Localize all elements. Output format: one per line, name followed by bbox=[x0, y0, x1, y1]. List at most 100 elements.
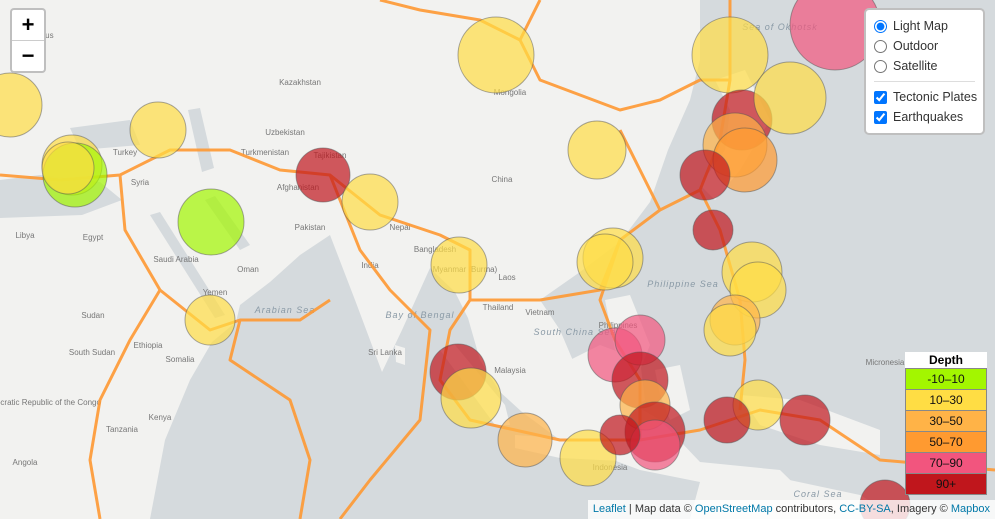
legend-item: 10–30 bbox=[905, 389, 987, 411]
place-label: Somalia bbox=[166, 355, 195, 364]
place-label: Egypt bbox=[83, 233, 104, 242]
legend-item: -10–10 bbox=[905, 368, 987, 390]
place-label: Democratic Republic of the Congo bbox=[0, 398, 101, 407]
place-label: Bangladesh bbox=[414, 245, 456, 254]
place-label: South China Sea bbox=[533, 327, 616, 337]
legend: Depth -10–10 10–30 30–50 50–70 70–90 90+ bbox=[905, 352, 987, 495]
earthquake-marker[interactable] bbox=[341, 173, 399, 231]
place-label: Vietnam bbox=[525, 308, 555, 317]
place-label: Uzbekistan bbox=[265, 128, 305, 137]
earthquake-marker[interactable] bbox=[295, 147, 351, 203]
legend-item: 70–90 bbox=[905, 452, 987, 474]
zoom-control: + − bbox=[10, 8, 46, 73]
earthquake-marker[interactable] bbox=[497, 412, 553, 468]
earthquake-marker[interactable] bbox=[177, 188, 245, 256]
place-label: South Sudan bbox=[69, 348, 115, 357]
license-link[interactable]: CC-BY-SA bbox=[839, 503, 891, 515]
attribution-text: contributors, bbox=[772, 503, 840, 515]
place-label: Libya bbox=[15, 231, 35, 240]
earthquake-marker[interactable] bbox=[457, 16, 535, 94]
zoom-out[interactable]: − bbox=[12, 40, 44, 71]
earthquakes bbox=[0, 0, 911, 519]
place-label: Coral Sea bbox=[793, 489, 842, 499]
earthquake-marker[interactable] bbox=[679, 149, 731, 201]
place-label: Micronesia bbox=[866, 358, 905, 367]
earthquake-marker[interactable] bbox=[779, 394, 831, 446]
place-label: Tanzania bbox=[106, 425, 139, 434]
base-layer-option[interactable]: Satellite bbox=[874, 56, 983, 76]
place-label: Malaysia bbox=[494, 366, 526, 375]
place-label: Laos bbox=[498, 273, 515, 282]
earthquake-marker[interactable] bbox=[567, 120, 627, 180]
earthquake-marker[interactable] bbox=[703, 303, 757, 357]
base-layer-option[interactable]: Outdoor bbox=[874, 36, 983, 56]
checkbox[interactable] bbox=[874, 110, 887, 124]
place-label: Turkmenistan bbox=[241, 148, 289, 157]
place-label: Philippine Sea bbox=[647, 279, 719, 289]
mapbox-link[interactable]: Mapbox bbox=[950, 503, 990, 515]
place-label: Bay of Bengal bbox=[385, 310, 454, 320]
earthquake-marker[interactable] bbox=[692, 209, 734, 251]
legend-item: 50–70 bbox=[905, 431, 987, 453]
earthquake-marker[interactable] bbox=[0, 72, 43, 138]
earthquake-marker[interactable] bbox=[440, 367, 502, 429]
place-label: China bbox=[492, 175, 513, 184]
earthquake-marker[interactable] bbox=[129, 101, 187, 159]
place-label: Syria bbox=[131, 178, 150, 187]
attribution-text: | Map data © bbox=[625, 503, 695, 515]
earthquake-marker[interactable] bbox=[184, 294, 236, 346]
place-label: Sea of Okhotsk bbox=[742, 22, 818, 32]
place-label: Yemen bbox=[203, 288, 228, 297]
place-label: Kazakhstan bbox=[279, 78, 321, 87]
overlay-option[interactable]: Earthquakes bbox=[874, 107, 983, 127]
plate-boundary bbox=[88, 289, 162, 519]
attribution: Leaflet | Map data © OpenStreetMap contr… bbox=[587, 500, 995, 519]
place-label: Saudi Arabia bbox=[153, 255, 199, 264]
place-label: Sudan bbox=[81, 311, 104, 320]
earthquake-marker[interactable] bbox=[753, 61, 827, 135]
osm-link[interactable]: OpenStreetMap bbox=[694, 503, 773, 515]
place-label: Turkey bbox=[113, 148, 137, 157]
legend-title: Depth bbox=[929, 353, 963, 367]
layer-control: Light Map Outdoor Satellite Tectonic Plates… bbox=[864, 8, 985, 135]
radio[interactable] bbox=[874, 19, 887, 33]
zoom-in[interactable]: + bbox=[21, 12, 35, 37]
base-layer-label: Light Map bbox=[893, 19, 948, 33]
place-label: Afghanistan bbox=[277, 183, 319, 192]
legend-item: 30–50 bbox=[905, 410, 987, 432]
earthquake-marker[interactable] bbox=[599, 414, 641, 456]
overlay-label: Earthquakes bbox=[893, 110, 964, 124]
sri-lanka-land bbox=[395, 345, 405, 365]
plate-boundary bbox=[328, 174, 432, 519]
earthquake-marker[interactable] bbox=[430, 236, 488, 294]
plate-boundary bbox=[618, 129, 662, 211]
earthquake-marker[interactable] bbox=[703, 396, 751, 444]
earthquake-marker[interactable] bbox=[576, 233, 634, 291]
legend-item: 90+ bbox=[905, 473, 987, 495]
overlay-option[interactable]: Tectonic Plates bbox=[874, 87, 983, 107]
place-label: Ethiopia bbox=[134, 341, 163, 350]
place-label: Nepal bbox=[390, 223, 411, 232]
radio[interactable] bbox=[874, 59, 887, 73]
leaflet-link[interactable]: Leaflet bbox=[592, 503, 626, 515]
base-layer-label: Outdoor bbox=[893, 39, 939, 53]
overlay-label: Tectonic Plates bbox=[893, 90, 978, 104]
red-sea bbox=[150, 212, 225, 318]
earthquake-marker[interactable] bbox=[41, 141, 95, 195]
attribution-text: , Imagery © bbox=[890, 503, 951, 515]
place-label: Mongolia bbox=[494, 88, 527, 97]
place-label: Thailand bbox=[483, 303, 514, 312]
base-layer-label: Satellite bbox=[893, 59, 938, 73]
base-layer-option[interactable]: Light Map bbox=[874, 16, 983, 36]
place-label: Arabian Sea bbox=[254, 305, 316, 315]
earthquake-marker[interactable] bbox=[691, 16, 769, 94]
checkbox[interactable] bbox=[874, 90, 887, 104]
place-label: Kenya bbox=[149, 413, 172, 422]
place-label: Sri Lanka bbox=[368, 348, 402, 357]
plate-boundary bbox=[228, 319, 312, 519]
caspian-sea bbox=[188, 108, 214, 172]
radio[interactable] bbox=[874, 39, 887, 53]
separator bbox=[874, 81, 975, 82]
